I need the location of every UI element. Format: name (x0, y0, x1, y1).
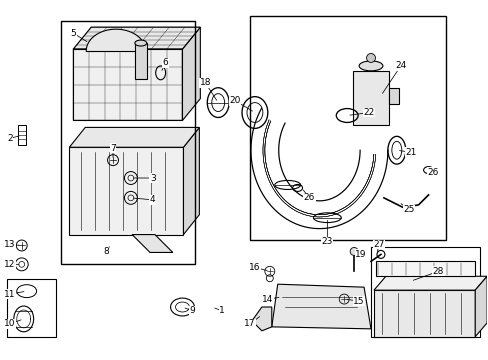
Text: 6: 6 (163, 58, 168, 67)
Polygon shape (183, 127, 199, 235)
Text: 8: 8 (103, 247, 109, 256)
Polygon shape (251, 307, 271, 331)
Text: 16: 16 (249, 263, 260, 272)
Bar (373, 290, 474, 337)
Text: 18: 18 (199, 78, 211, 87)
Polygon shape (373, 276, 486, 290)
Bar (61, 21, 195, 264)
Text: 13: 13 (4, 240, 16, 249)
Text: 24: 24 (394, 62, 406, 71)
Text: 15: 15 (353, 297, 364, 306)
Polygon shape (474, 276, 486, 337)
Bar (135, 43, 146, 79)
Ellipse shape (135, 40, 146, 46)
Text: 20: 20 (229, 96, 240, 105)
Text: 11: 11 (4, 289, 16, 298)
Text: 5: 5 (70, 29, 76, 38)
Text: 14: 14 (262, 294, 273, 303)
Text: 4: 4 (150, 195, 155, 204)
Polygon shape (271, 284, 370, 329)
Text: 26: 26 (427, 167, 438, 176)
Polygon shape (132, 235, 172, 252)
Text: 7: 7 (110, 144, 116, 153)
Bar (69, 147, 183, 235)
Text: 10: 10 (4, 319, 16, 328)
Text: 3: 3 (149, 174, 155, 183)
Text: 27: 27 (372, 240, 384, 249)
Text: 1: 1 (219, 306, 224, 315)
Bar (388, 88, 398, 104)
Text: 9: 9 (189, 306, 195, 315)
Text: 2: 2 (7, 134, 13, 143)
Bar (73, 49, 182, 121)
Text: 25: 25 (402, 205, 413, 214)
Bar (7, 279, 56, 337)
Text: 21: 21 (404, 148, 416, 157)
Polygon shape (73, 27, 200, 49)
Bar (249, 16, 446, 239)
Bar (370, 247, 479, 337)
Circle shape (349, 247, 357, 255)
Text: 12: 12 (4, 260, 16, 269)
Text: 17: 17 (244, 319, 255, 328)
Bar (18, 125, 26, 145)
Bar (375, 261, 474, 276)
Bar (352, 71, 388, 125)
Ellipse shape (358, 61, 382, 71)
Text: 19: 19 (355, 250, 366, 259)
Polygon shape (182, 27, 200, 121)
Polygon shape (69, 127, 199, 147)
Circle shape (366, 54, 375, 62)
Text: 22: 22 (363, 108, 374, 117)
Text: 28: 28 (432, 267, 443, 276)
Text: 23: 23 (321, 237, 332, 246)
Text: 26: 26 (303, 193, 315, 202)
